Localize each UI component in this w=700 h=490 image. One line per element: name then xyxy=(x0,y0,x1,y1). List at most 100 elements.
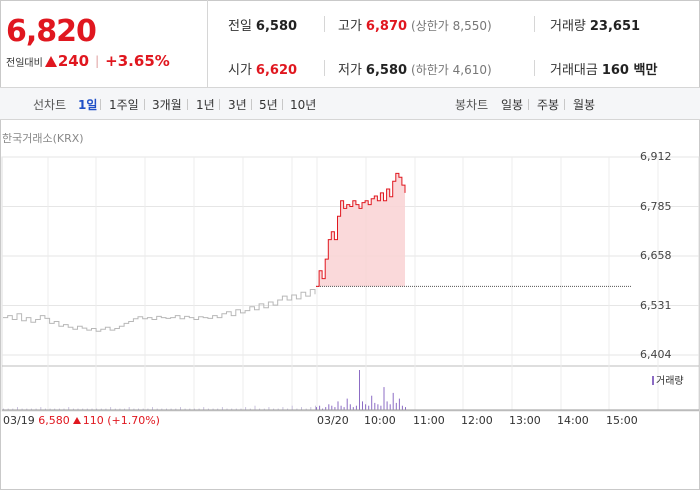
open-price: 시가 6,620 xyxy=(228,63,298,78)
volume-bar xyxy=(337,401,339,410)
x-tick-label: 12:00 xyxy=(461,414,493,427)
volume-legend-label: 거래량 xyxy=(656,376,684,387)
current-price: 6,820 xyxy=(6,14,97,49)
volume-bar xyxy=(331,405,333,410)
volume-bar xyxy=(291,405,293,410)
volume-bar xyxy=(128,407,130,410)
volume-bar xyxy=(40,407,42,410)
volume-bar xyxy=(346,398,348,410)
volume-bar xyxy=(235,408,237,410)
volume-bar xyxy=(389,404,391,410)
volume-bar xyxy=(26,408,28,410)
volume-bar xyxy=(355,405,357,410)
volume-legend: 거래량 xyxy=(652,372,684,387)
volume-bar xyxy=(368,405,370,410)
volume-bar xyxy=(156,408,158,410)
today-line xyxy=(316,172,406,287)
volume-bar xyxy=(142,408,144,410)
divider xyxy=(187,99,188,110)
volume-bar xyxy=(365,404,367,410)
divider xyxy=(144,99,145,110)
volume-bar xyxy=(240,408,242,410)
low-price: 저가 6,580 (하한가 4,610) xyxy=(338,63,492,78)
volume-bar xyxy=(161,408,163,410)
chart-toolbar: 선차트 1일 1주일 3개월 1년 3년 5년 10년 봉차트 일봉 주봉 월봉 xyxy=(0,88,700,120)
volume-bar xyxy=(386,401,388,410)
volume-bar xyxy=(114,408,116,410)
volume-bar xyxy=(287,408,289,410)
volume-bar xyxy=(96,408,98,410)
volume-bar xyxy=(152,407,153,410)
chart-grid xyxy=(1,156,700,412)
volume-bar xyxy=(44,408,46,410)
prev-day-change: 110 xyxy=(82,414,104,427)
volume-bar xyxy=(398,398,400,410)
x-tick-label: 15:00 xyxy=(606,414,638,427)
volume-bar xyxy=(86,408,88,410)
volume-bar xyxy=(401,405,403,410)
volume-bar xyxy=(180,407,181,410)
volume-bar xyxy=(184,408,186,410)
candle-weekly-tab[interactable]: 주봉 xyxy=(537,98,560,112)
prev-day-info: 03/19 6,580 110 (+1.70%) xyxy=(3,414,160,427)
y-tick-label: 6,912 xyxy=(640,150,672,163)
period-5y-tab[interactable]: 5년 xyxy=(259,98,278,112)
volume-bar xyxy=(226,408,228,410)
change-percent: +3.65% xyxy=(105,52,170,70)
volume-legend-swatch xyxy=(652,376,654,385)
volume-bar xyxy=(12,408,14,410)
volume-bar xyxy=(105,408,107,410)
volume-bar xyxy=(175,408,177,410)
divider xyxy=(528,99,529,110)
volume-bar xyxy=(374,402,376,410)
volume-bar xyxy=(249,408,251,410)
change-value: 240 xyxy=(57,52,90,70)
volume-bar xyxy=(340,405,342,410)
volume-bar xyxy=(301,407,302,410)
volume-bar xyxy=(362,401,363,410)
volume-bar xyxy=(371,395,373,410)
candle-monthly-tab[interactable]: 월봉 xyxy=(573,98,596,112)
x-tick-label: 11:00 xyxy=(413,414,445,427)
volume-bar xyxy=(133,408,135,410)
volume-bar xyxy=(100,408,102,410)
volume-bar xyxy=(310,407,312,410)
prev-day-date: 03/19 xyxy=(3,414,35,427)
prev-day-pct: (+1.70%) xyxy=(107,414,160,427)
volume-bar xyxy=(207,408,209,410)
volume-bar xyxy=(119,408,121,410)
volume-bar xyxy=(21,408,23,410)
volume-bar xyxy=(17,407,18,410)
period-1d-tab[interactable]: 1일 xyxy=(78,98,98,112)
volume-bar xyxy=(319,405,321,410)
period-3y-tab[interactable]: 3년 xyxy=(228,98,247,112)
price-lines xyxy=(3,172,632,332)
volume-bar xyxy=(334,407,336,410)
period-3m-tab[interactable]: 3개월 xyxy=(152,98,182,112)
y-tick-label: 6,404 xyxy=(640,348,672,361)
volume-bar xyxy=(166,408,167,410)
period-10y-tab[interactable]: 10년 xyxy=(290,98,317,112)
volume-bar xyxy=(359,370,360,410)
volume-bar xyxy=(203,407,205,410)
volume-bar xyxy=(322,408,324,410)
exchange-label: 한국거래소(KRX) xyxy=(2,132,84,145)
candle-daily-tab[interactable]: 일봉 xyxy=(501,98,524,112)
volume-bar xyxy=(3,408,4,410)
volume-bar xyxy=(124,408,126,410)
price-area xyxy=(316,173,405,287)
x-tick-label: 14:00 xyxy=(557,414,589,427)
volume-bar xyxy=(147,408,149,410)
divider xyxy=(324,16,325,32)
volume-bar xyxy=(316,407,317,410)
volume-bar xyxy=(273,408,275,410)
volume-bar xyxy=(395,402,397,410)
volume-bar xyxy=(58,408,60,410)
volume-bar xyxy=(91,408,93,410)
volume-bar xyxy=(245,407,247,410)
period-1y-tab[interactable]: 1년 xyxy=(196,98,215,112)
period-1w-tab[interactable]: 1주일 xyxy=(109,98,139,112)
volume-bar xyxy=(170,408,172,410)
volume-bar xyxy=(328,404,330,410)
